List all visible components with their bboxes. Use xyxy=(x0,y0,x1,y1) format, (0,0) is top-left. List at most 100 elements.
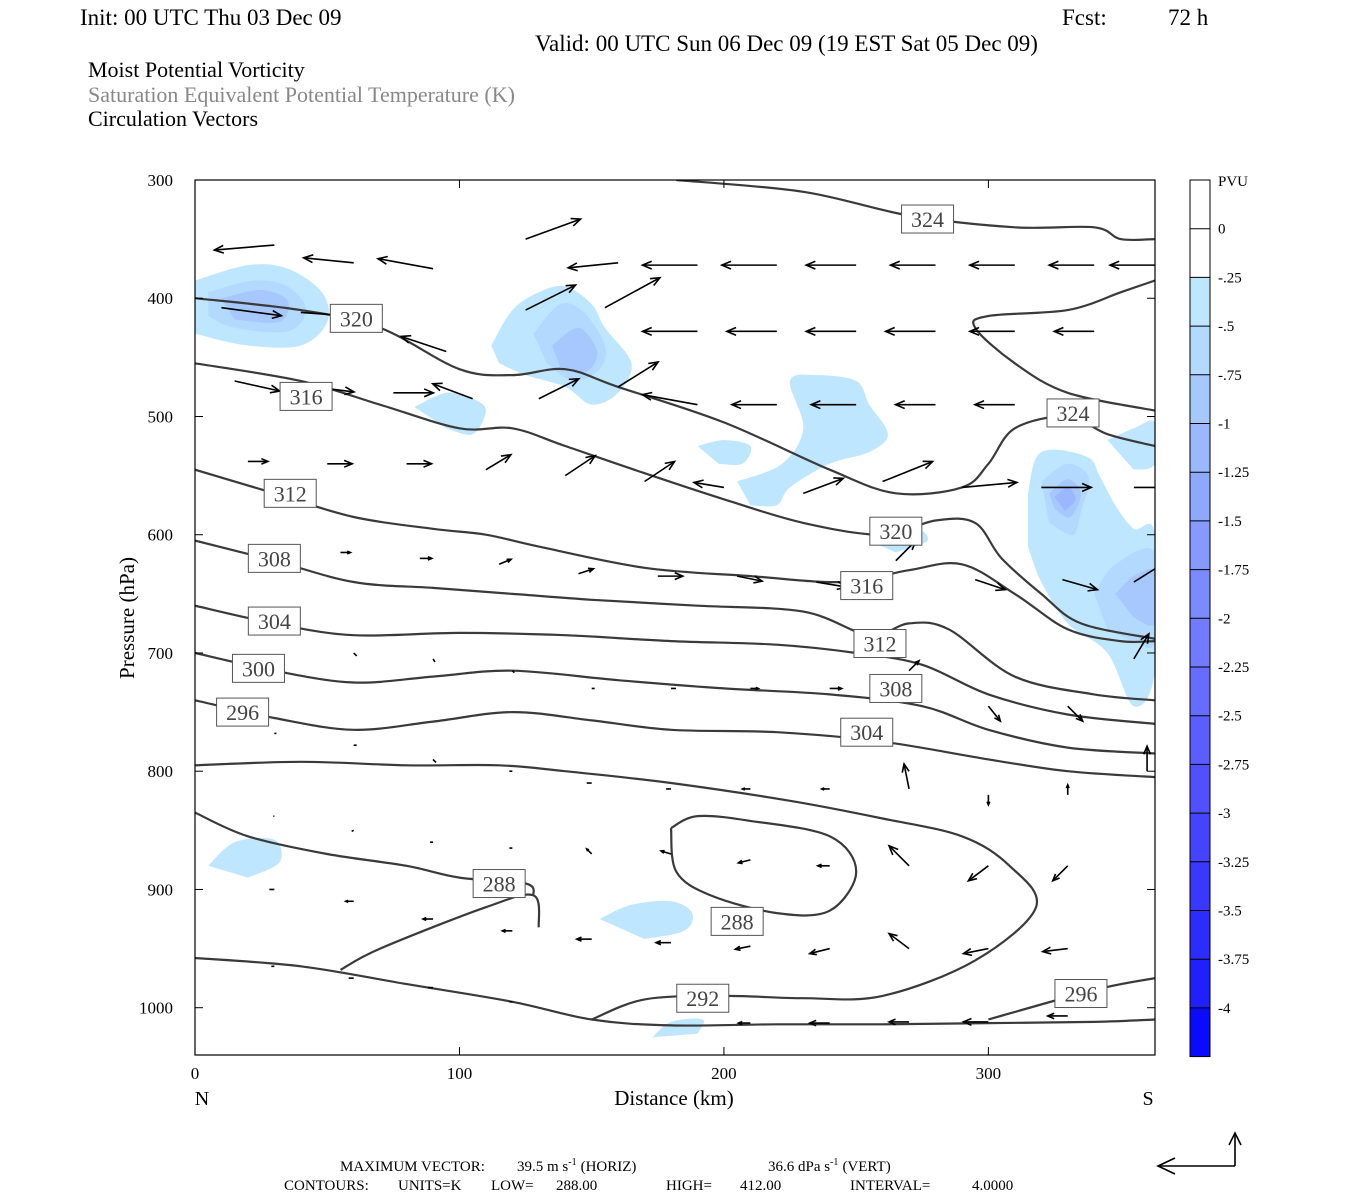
contour-label: 324 xyxy=(1046,398,1100,428)
circulation-vector xyxy=(432,758,437,763)
y-tick-label: 800 xyxy=(148,762,174,781)
vector-head xyxy=(1047,260,1059,270)
colorbar-swatch xyxy=(1190,423,1210,473)
contour-label: 288 xyxy=(710,906,764,936)
vector-head xyxy=(585,454,597,465)
theta-es-contour xyxy=(195,699,1155,779)
contour-label-text: 304 xyxy=(258,609,291,634)
colorbar-tick-label: -1.75 xyxy=(1218,563,1249,579)
vector-head xyxy=(375,255,388,265)
theta-es-contour xyxy=(339,893,541,971)
circulation-vector xyxy=(653,939,672,946)
vector-head xyxy=(966,872,978,883)
circulation-vector xyxy=(883,326,936,336)
contours-interval-value: 4.0000 xyxy=(972,1178,1013,1194)
field-title-vectors: Circulation Vectors xyxy=(88,106,258,131)
circulation-vector xyxy=(340,550,353,555)
circulation-vector xyxy=(430,382,473,400)
colorbar-swatch xyxy=(1190,1007,1210,1057)
circulation-vector xyxy=(343,899,354,904)
circulation-vector xyxy=(804,260,857,270)
contour-label-box xyxy=(869,673,923,703)
vector-head xyxy=(566,262,578,272)
contour-label-text: 312 xyxy=(863,632,896,657)
circulation-vector xyxy=(893,400,936,410)
vector-head xyxy=(649,276,662,287)
vector-head xyxy=(423,459,434,468)
vector-head xyxy=(212,244,225,254)
circulation-vector xyxy=(1051,865,1069,883)
colorbar-tick-label: -2.75 xyxy=(1218,757,1249,773)
contour-label-text: 324 xyxy=(911,207,944,232)
contour-label: 300 xyxy=(231,653,285,683)
contour-label: 296 xyxy=(216,697,270,727)
circulation-vector xyxy=(974,578,1008,592)
colorbar-tick-label: -2.25 xyxy=(1218,660,1249,676)
vector-head xyxy=(271,309,284,320)
circulation-vector xyxy=(657,571,685,581)
vector-head xyxy=(500,453,513,464)
circulation-vector xyxy=(882,460,935,483)
contour-label: 320 xyxy=(329,303,383,333)
contour-label: 292 xyxy=(676,983,730,1013)
x-right-end-label: S xyxy=(1142,1088,1153,1110)
vector-head xyxy=(914,659,921,666)
pv-shade-region xyxy=(652,1018,705,1038)
reference-vector-icon xyxy=(1156,1131,1242,1175)
vector-head xyxy=(994,714,1002,723)
circulation-vector xyxy=(819,787,830,791)
colorbar-swatch xyxy=(1190,472,1210,521)
vector-head xyxy=(833,477,846,486)
circulation-vector xyxy=(351,829,355,833)
theta-es-contour xyxy=(195,604,1155,725)
circulation-vector xyxy=(1107,260,1155,270)
vector-head xyxy=(1052,326,1064,336)
contour-label-box xyxy=(1046,398,1100,428)
colorbar-tick-label: 0 xyxy=(1218,222,1226,238)
circulation-vector xyxy=(585,847,593,855)
vector-head xyxy=(1075,714,1085,723)
contour-label: 288 xyxy=(472,869,526,899)
contour-label-text: 324 xyxy=(1057,401,1090,426)
contour-label-box xyxy=(853,629,907,659)
plot-inner xyxy=(195,180,1155,1038)
x-tick-label: 100 xyxy=(447,1064,473,1083)
vector-head xyxy=(1140,632,1150,644)
circulation-vector xyxy=(736,859,751,865)
circulation-vector xyxy=(538,377,581,400)
vector-head xyxy=(1081,482,1094,493)
vector-head xyxy=(1007,478,1019,488)
y-tick-label: 500 xyxy=(148,407,174,426)
vector-head xyxy=(574,936,582,942)
contour-label-box xyxy=(840,717,894,747)
pv-shade-region xyxy=(697,440,752,466)
pv-shade-region xyxy=(208,837,282,878)
contour-label-box xyxy=(676,983,730,1013)
vector-head xyxy=(674,571,685,581)
vector-shaft xyxy=(1133,567,1155,583)
contour-label: 296 xyxy=(1054,979,1108,1009)
vector-head xyxy=(565,284,578,294)
x-left-end-label: N xyxy=(195,1088,209,1110)
max-vector-vert: 36.6 dPa s-1 (VERT) xyxy=(768,1157,891,1175)
vector-shaft xyxy=(644,460,676,483)
circulation-vector xyxy=(908,659,921,672)
contours-units: UNITS=K xyxy=(398,1178,462,1194)
field-title-theta-es: Saturation Equivalent Potential Temperat… xyxy=(88,82,515,107)
vector-head xyxy=(819,787,825,791)
y-tick-label: 600 xyxy=(148,526,174,545)
vector-head xyxy=(837,686,844,691)
vector-shaft xyxy=(485,454,512,471)
circulation-vector xyxy=(644,460,677,483)
circulation-vector xyxy=(234,380,282,394)
vector-head xyxy=(506,558,514,564)
vector-head xyxy=(343,899,349,904)
circulation-vector xyxy=(719,260,777,270)
circulation-vector xyxy=(1133,632,1150,660)
circulation-vector xyxy=(393,388,436,398)
vector-head xyxy=(887,932,898,942)
vector-head xyxy=(653,939,662,946)
circulation-vector xyxy=(399,334,447,353)
vector-head xyxy=(691,479,704,489)
